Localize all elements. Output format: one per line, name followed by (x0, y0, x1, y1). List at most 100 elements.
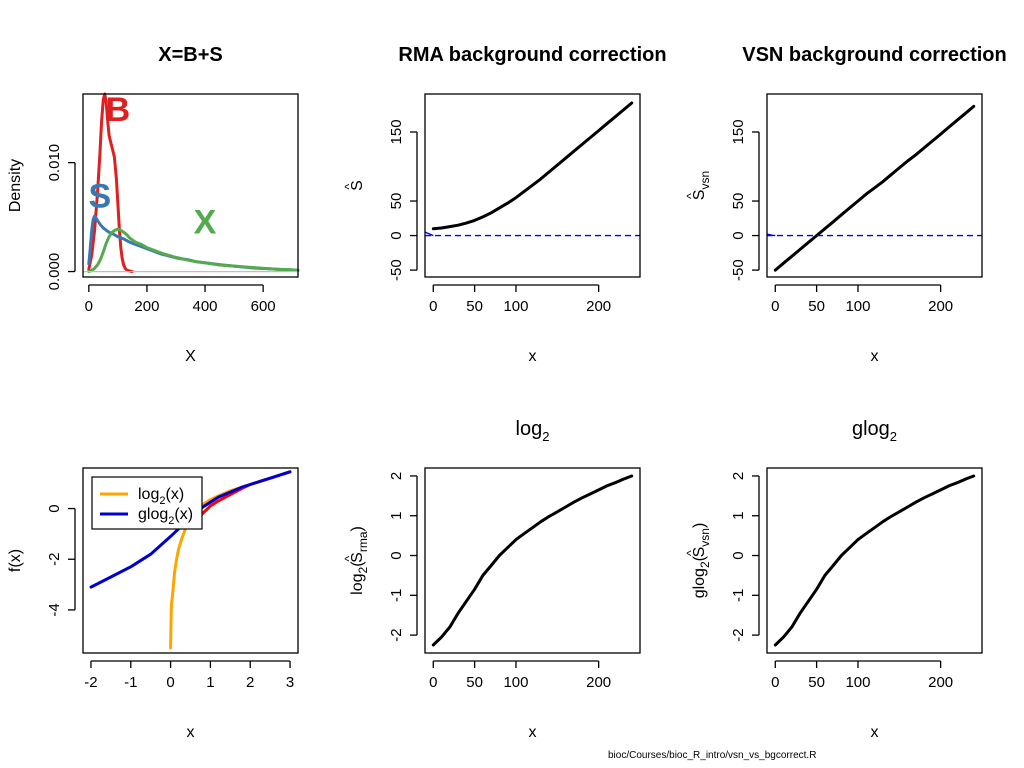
annotation-x-p1: X (194, 203, 217, 241)
plot-frame-p5 (424, 467, 641, 654)
legend-base: glog (138, 506, 168, 523)
x-tick-label-p3: 50 (808, 298, 825, 315)
y-tick-label-p1: 0.010 (46, 144, 63, 182)
y-tick-label-p5: -1 (388, 589, 405, 602)
ylabel-hat: ^ (684, 193, 698, 199)
ylabel-inner: S (691, 547, 708, 558)
y-tick-label-p6: 0 (730, 551, 747, 559)
ylabel-subscript: 2 (356, 566, 370, 573)
ylabel-hat: ^ (342, 183, 356, 189)
y-tick-label-p2: 0 (388, 231, 405, 239)
footer-path: bioc/Courses/bioc_R_intro/vsn_vs_bgcorre… (608, 750, 816, 761)
y-tick-label-p6: 1 (730, 512, 747, 520)
ylabel-subscript: 2 (698, 561, 712, 568)
y-tick-label-p6: 2 (730, 472, 747, 480)
ylabel-open-paren: ( (691, 555, 708, 561)
plot-frame-p4 (82, 467, 299, 654)
chart-title-p5: log2 (516, 418, 550, 444)
ylabel-base: S (691, 190, 708, 201)
title-base: log (516, 418, 543, 440)
y-tick-label-p4: -4 (46, 603, 63, 616)
annotation-s-p1: S (89, 177, 112, 215)
x-tick-label-p6: 0 (771, 674, 779, 691)
y-tick-label-p3: 50 (730, 193, 747, 210)
x-tick-label-p4: 3 (286, 674, 294, 691)
x-tick-label-p5: 100 (503, 674, 528, 691)
y-tick-label-p5: 1 (388, 512, 405, 520)
x-tick-label-p6: 50 (808, 674, 825, 691)
x-tick-label-p2: 200 (586, 298, 611, 315)
x-tick-label-p4: 0 (166, 674, 174, 691)
ylabel-inner: S (349, 552, 366, 563)
x-tick-label-p4: 2 (246, 674, 254, 691)
legend-entry-2: glog2(x) (138, 506, 193, 527)
y-tick-label-p2: 150 (388, 119, 405, 144)
y-tick-label-p5: 0 (388, 551, 405, 559)
x-axis-label-p6: x (871, 724, 879, 741)
x-tick-label-p1: 600 (251, 298, 276, 315)
ylabel-base: log (349, 573, 366, 594)
ylabel-open-paren: ( (349, 561, 366, 567)
legend-subscript: 2 (168, 515, 174, 527)
ylabel-inner-subscript: vsn (698, 528, 712, 547)
y-axis-label-p3: ^Svsn (684, 171, 712, 200)
x-tick-label-p1: 200 (134, 298, 159, 315)
series-line-p1-1 (87, 92, 134, 274)
x-tick-label-p4: -2 (84, 674, 97, 691)
series-line-p6-1 (773, 474, 976, 647)
x-axis-label-p5: x (529, 724, 537, 741)
reference-hook-p3 (766, 233, 776, 237)
x-tick-label-p1: 0 (85, 298, 93, 315)
chart-title-p3: VSN background correction (742, 44, 1007, 66)
x-tick-label-p3: 200 (928, 298, 953, 315)
y-tick-label-p5: -2 (388, 628, 405, 641)
ylabel-close-paren: ) (691, 523, 708, 528)
title-base: glog (852, 418, 890, 440)
ylabel-inner-subscript: rma (356, 531, 370, 552)
x-tick-label-p4: -1 (124, 674, 137, 691)
y-tick-label-p3: -50 (730, 259, 747, 281)
x-tick-label-p2: 100 (503, 298, 528, 315)
ylabel-base: glog (691, 568, 708, 598)
legend-entry-1: log2(x) (138, 486, 184, 507)
series-line-p3-1 (773, 104, 976, 272)
x-tick-label-p3: 100 (845, 298, 870, 315)
panel-p2: 0 50 100 200 -50 0 50 150 RMA background correct… (342, 44, 667, 365)
chart-title-p1: X=B+S (158, 44, 222, 66)
x-axis-label-p1: X (185, 348, 196, 365)
title-subscript: 2 (890, 429, 897, 444)
y-tick-label-p5: 2 (388, 472, 405, 480)
legend-subscript: 2 (159, 495, 165, 507)
ylabel-hat: ^ (684, 550, 698, 556)
y-axis-label-p5: log2(^Srma) (342, 526, 370, 595)
y-tick-label-p4: 0 (46, 504, 63, 512)
y-tick-label-p2: -50 (388, 259, 405, 281)
x-tick-label-p6: 100 (845, 674, 870, 691)
x-tick-label-p2: 0 (429, 298, 437, 315)
y-tick-label-p3: 150 (730, 119, 747, 144)
legend-tail: (x) (165, 486, 184, 503)
y-axis-label-p4: f(x) (7, 549, 24, 572)
x-tick-label-p5: 50 (466, 674, 483, 691)
x-tick-label-p6: 200 (928, 674, 953, 691)
y-tick-label-p1: 0.000 (46, 253, 63, 291)
chart-title-p2: RMA background correction (398, 44, 666, 66)
ylabel-base: S (349, 180, 366, 191)
ylabel-close-paren: ) (349, 526, 366, 531)
panel-p3: 0 50 100 200 -50 0 50 150 VSN background correct… (684, 44, 1007, 365)
annotation-b-p1: B (106, 91, 131, 129)
ylabel-hat: ^ (342, 555, 356, 561)
reference-hook-p2 (424, 231, 434, 237)
y-tick-label-p3: 0 (730, 231, 747, 239)
y-tick-label-p6: -2 (730, 628, 747, 641)
y-tick-label-p2: 50 (388, 193, 405, 210)
plot-frame-p2 (424, 93, 641, 278)
x-tick-label-p5: 0 (429, 674, 437, 691)
x-axis-label-p3: x (871, 348, 879, 365)
y-axis-label-p6: glog2(^Svsn) (684, 523, 712, 599)
series-line-p5-1 (431, 474, 634, 647)
x-axis-label-p2: x (529, 348, 537, 365)
x-tick-label-p3: 0 (771, 298, 779, 315)
